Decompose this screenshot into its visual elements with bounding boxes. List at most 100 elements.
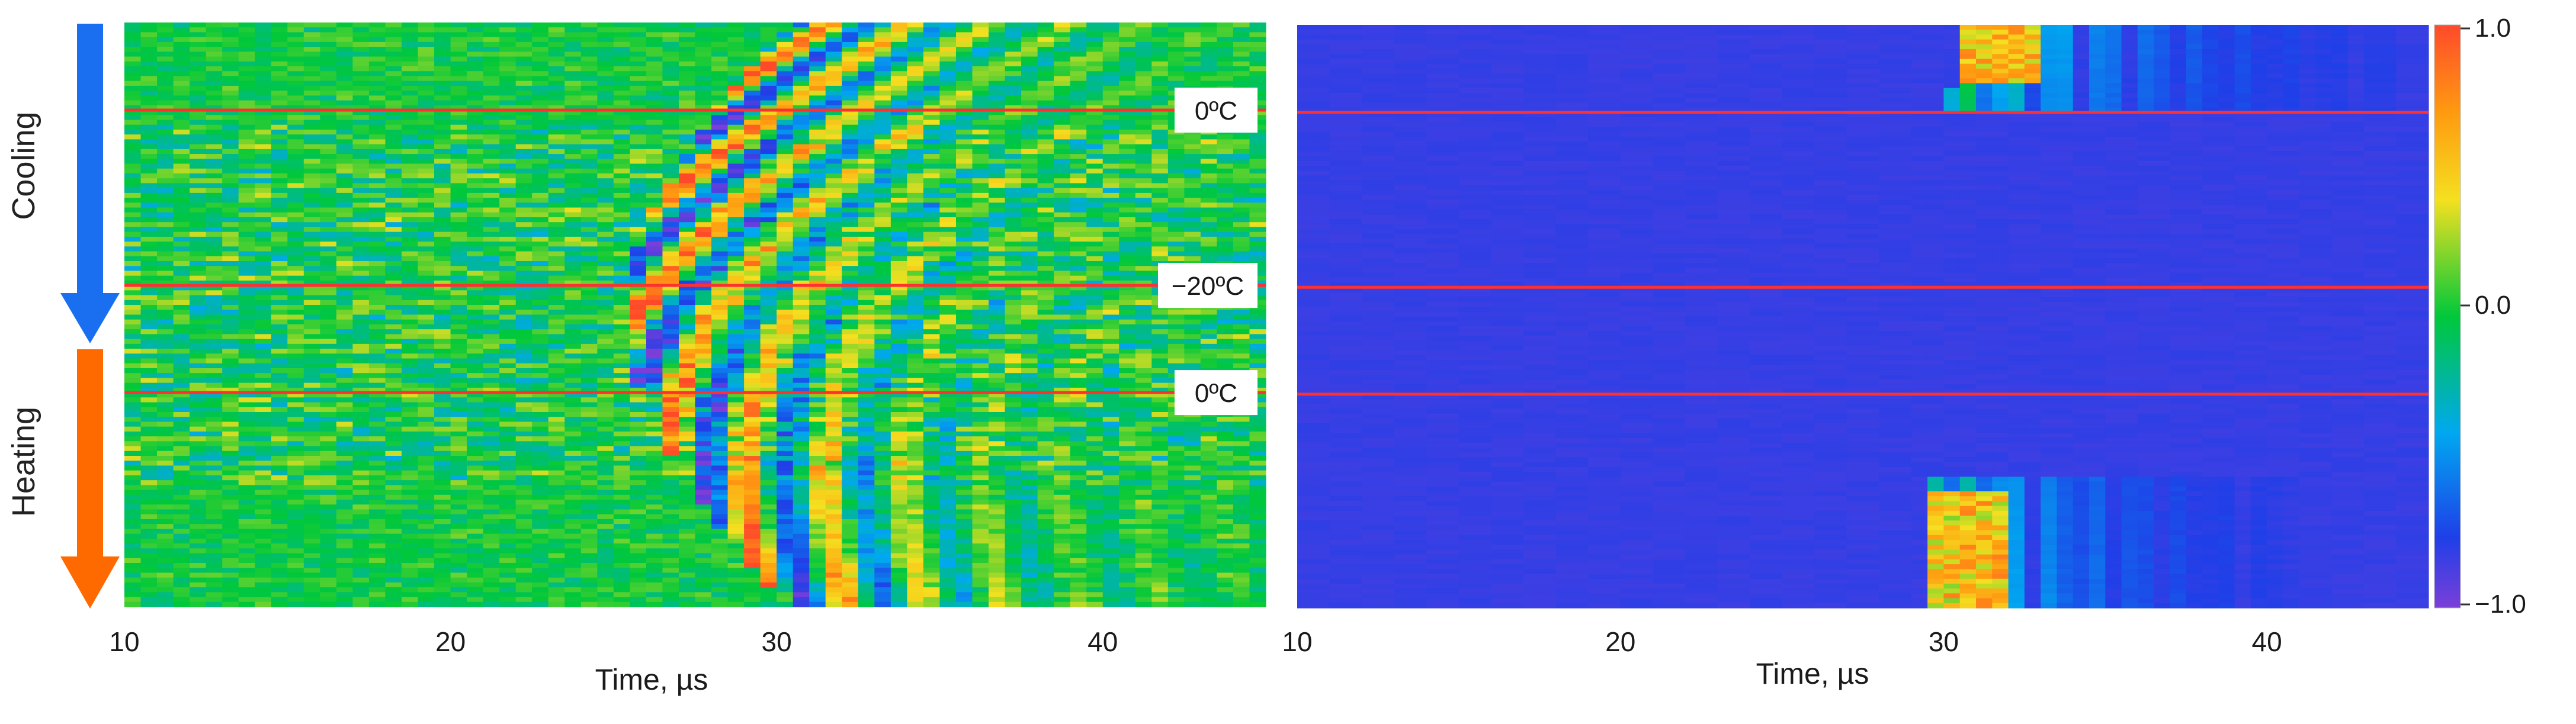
left-heatmap-cell <box>515 261 532 266</box>
left-heatmap-cell <box>777 280 794 286</box>
left-heatmap-cell <box>1233 236 1250 242</box>
left-heatmap-cell <box>320 222 337 228</box>
left-heatmap-cell <box>190 52 207 57</box>
left-heatmap-cell <box>564 363 582 369</box>
left-heatmap-cell <box>515 163 532 169</box>
left-heatmap-cell <box>678 85 696 91</box>
left-heatmap-cell <box>303 66 320 72</box>
left-heatmap-cell <box>222 144 239 150</box>
left-heatmap-cell <box>320 61 337 67</box>
left-heatmap-cell <box>352 81 370 86</box>
left-heatmap-cell <box>190 173 207 179</box>
left-heatmap-cell <box>678 71 696 77</box>
left-heatmap-cell <box>678 300 696 305</box>
left-heatmap-cell <box>777 227 794 233</box>
left-heatmap-cell <box>1151 198 1169 203</box>
left-heatmap-cell <box>825 178 842 184</box>
left-heatmap-cell <box>678 305 696 310</box>
left-heatmap-cell <box>695 363 712 369</box>
left-heatmap-cell <box>842 27 859 33</box>
left-heatmap-cell <box>1119 314 1136 320</box>
left-heatmap-cell <box>1021 198 1038 203</box>
left-heatmap-cell <box>157 198 174 203</box>
left-heatmap-cell <box>320 178 337 184</box>
left-heatmap-cell <box>368 66 386 72</box>
left-heatmap-cell <box>140 319 158 325</box>
left-heatmap-cell <box>368 207 386 213</box>
left-heatmap-cell <box>1086 81 1103 86</box>
left-heatmap-cell <box>858 163 875 169</box>
left-heatmap-cell <box>320 173 337 179</box>
left-heatmap-cell <box>580 100 598 106</box>
left-heatmap-cell <box>418 110 435 115</box>
left-heatmap-cell <box>564 280 582 286</box>
left-heatmap-cell <box>515 91 532 96</box>
left-heatmap-cell <box>1167 32 1185 38</box>
left-heatmap-cell <box>450 217 467 223</box>
left-heatmap-cell <box>401 305 419 310</box>
left-heatmap-cell <box>190 100 207 106</box>
left-heatmap-cell <box>760 163 777 169</box>
left-heatmap-cell <box>939 275 957 281</box>
left-heatmap-cell <box>287 129 304 135</box>
left-heatmap-cell <box>1054 110 1071 115</box>
left-heatmap-cell <box>532 212 549 218</box>
left-heatmap-cell <box>630 149 647 155</box>
left-heatmap-cell <box>613 154 630 159</box>
left-heatmap-cell <box>1119 329 1136 334</box>
left-heatmap-cell <box>320 120 337 126</box>
left-heatmap-cell <box>1233 139 1250 145</box>
left-heatmap-cell <box>907 22 924 28</box>
left-heatmap-cell <box>1167 227 1185 233</box>
left-heatmap-cell <box>989 81 1006 86</box>
left-heatmap-cell <box>1102 183 1119 189</box>
left-heatmap-cell <box>418 207 435 213</box>
left-heatmap-cell <box>923 120 941 126</box>
left-heatmap-cell <box>809 124 826 130</box>
left-heatmap-cell <box>727 27 745 33</box>
left-heatmap-cell <box>613 290 630 296</box>
left-heatmap-cell <box>1233 343 1250 349</box>
left-heatmap-cell <box>368 314 386 320</box>
left-heatmap-cell <box>206 91 223 96</box>
left-heatmap-cell <box>320 37 337 43</box>
left-heatmap-cell <box>255 349 272 354</box>
left-heatmap-cell <box>662 71 679 77</box>
left-heatmap-cell <box>287 314 304 320</box>
left-heatmap-cell <box>646 41 663 47</box>
left-heatmap-cell <box>173 236 190 242</box>
left-heatmap-cell <box>483 27 500 33</box>
left-heatmap-cell <box>255 81 272 86</box>
left-heatmap-cell <box>303 71 320 77</box>
left-heatmap-cell <box>173 61 190 67</box>
left-heatmap-cell <box>140 343 158 349</box>
left-heatmap-cell <box>597 41 614 47</box>
left-heatmap-cell <box>923 129 941 135</box>
left-heatmap-cell <box>1200 334 1218 340</box>
left-heatmap-cell <box>450 154 467 159</box>
left-heatmap-cell <box>711 280 729 286</box>
left-heatmap-cell <box>1054 124 1071 130</box>
left-heatmap-cell <box>124 212 142 218</box>
left-heatmap-cell <box>287 144 304 150</box>
left-heatmap-cell <box>385 353 402 359</box>
left-heatmap-cell <box>923 324 941 330</box>
left-heatmap-cell <box>385 85 402 91</box>
left-heatmap-cell <box>368 52 386 57</box>
left-heatmap-cell <box>907 266 924 272</box>
left-heatmap-cell <box>1054 115 1071 121</box>
left-heatmap-cell <box>907 192 924 198</box>
left-heatmap-cell <box>1054 91 1071 96</box>
left-heatmap-cell <box>548 168 565 174</box>
left-heatmap-cell <box>271 261 288 266</box>
left-heatmap-cell <box>1135 188 1152 194</box>
left-heatmap-cell <box>874 242 891 247</box>
left-heatmap-cell <box>532 159 549 165</box>
left-heatmap-cell <box>255 71 272 77</box>
left-heatmap-cell <box>255 305 272 310</box>
left-heatmap-cell <box>1249 47 1266 52</box>
left-heatmap-cell <box>1070 227 1087 233</box>
left-heatmap-cell <box>777 22 794 28</box>
left-heatmap-cell <box>173 319 190 325</box>
left-heatmap-cell <box>467 266 484 272</box>
